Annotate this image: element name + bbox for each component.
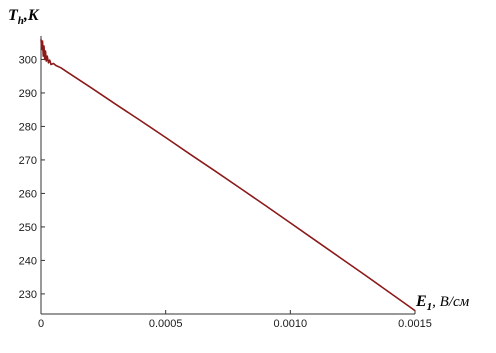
y-axis-symbol: T (8, 7, 19, 24)
plot-area (40, 39, 416, 312)
x-tick-label: 0.0015 (398, 318, 432, 330)
x-tick-label: 0 (38, 318, 44, 330)
y-tick-label: 250 (19, 222, 37, 234)
x-tick-label: 0.0005 (149, 318, 183, 330)
y-tick-label: 230 (19, 289, 37, 301)
y-tick-label: 300 (19, 54, 37, 66)
x-tick-label: 0.0010 (274, 318, 308, 330)
y-axis-title: Th,K (8, 7, 40, 27)
svg-text:Th,K: Th,K (8, 7, 40, 27)
y-axis-unit: ,K (23, 7, 40, 24)
x-axis-title: E1, В/см (415, 293, 470, 313)
y-tick-label: 240 (19, 255, 37, 267)
series-line (40, 39, 416, 312)
y-axis-subscript: h (18, 15, 24, 27)
x-axis-subscript: 1 (427, 301, 433, 313)
x-ticks: 0 0.0005 0.0010 0.0015 (38, 310, 432, 330)
y-tick-label: 280 (19, 121, 37, 133)
y-tick-label: 260 (19, 188, 37, 200)
y-tick-label: 270 (19, 155, 37, 167)
x-axis-symbol: E (415, 293, 427, 310)
svg-text:E1, В/см: E1, В/см (415, 293, 470, 313)
y-ticks: 230 240 250 260 270 280 290 300 (19, 54, 45, 301)
y-tick-label: 290 (19, 88, 37, 100)
x-axis-unit: , В/см (432, 294, 469, 310)
